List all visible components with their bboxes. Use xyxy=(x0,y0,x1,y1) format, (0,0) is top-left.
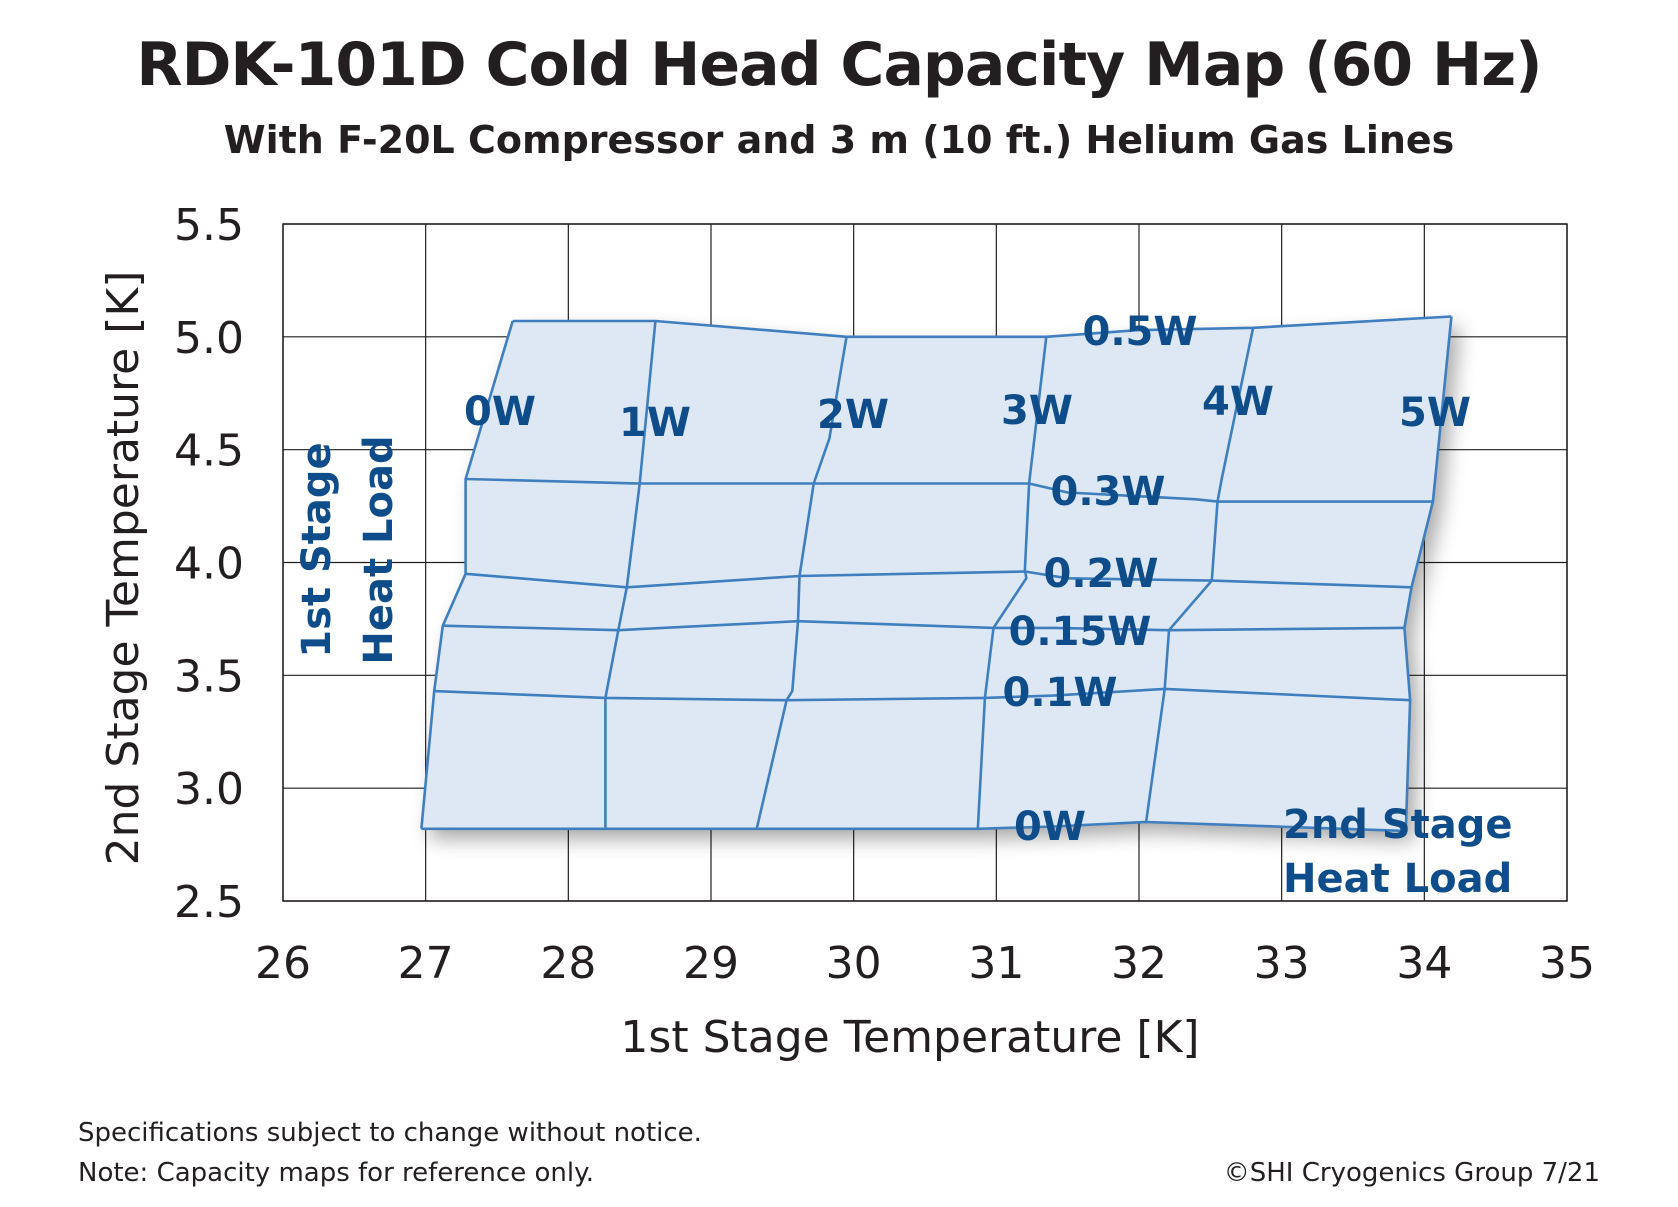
second-stage-line-0-3W xyxy=(465,477,1433,503)
first-stage-line-5W xyxy=(1403,316,1453,832)
y-tick-label: 5.0 xyxy=(174,313,244,364)
plot-layer xyxy=(420,315,1453,833)
footer-note-reference: Note: Capacity maps for reference only. xyxy=(78,1158,595,1188)
x-tick-label: 29 xyxy=(683,938,739,989)
first-stage-line-4W xyxy=(1144,327,1255,823)
first-stage-line-1W xyxy=(604,320,657,829)
first-stage-label-1W: 1W xyxy=(619,400,691,446)
x-axis-label: 1st Stage Temperature [K] xyxy=(620,1012,1199,1063)
first-stage-line-0W xyxy=(420,320,514,829)
x-tick-label: 28 xyxy=(540,938,596,989)
second-stage-label-0-5W: 0.5W xyxy=(1083,309,1198,355)
first-stage-heat-load-label: Heat Load xyxy=(356,435,402,664)
first-stage-label-2W: 2W xyxy=(817,392,889,438)
y-tick-label: 4.0 xyxy=(174,539,244,590)
first-stage-line-3W xyxy=(976,336,1048,829)
second-stage-heat-load-label: Heat Load xyxy=(1283,856,1512,902)
plot-frame xyxy=(282,223,1568,902)
footer-note-specifications: Specifications subject to change without… xyxy=(78,1118,702,1148)
second-stage-label-0-2W: 0.2W xyxy=(1044,551,1159,597)
x-tick-label: 26 xyxy=(255,938,311,989)
second-stage-label-0-15W: 0.15W xyxy=(1009,609,1152,655)
first-stage-label-0W: 0W xyxy=(464,389,536,435)
y-tick-label: 4.5 xyxy=(174,426,244,477)
first-stage-heat-load-label: 1st Stage xyxy=(294,442,340,657)
axis-layer: 1st Stage Temperature [K] 2nd Stage Temp… xyxy=(98,200,1595,1063)
x-tick-label: 34 xyxy=(1396,938,1452,989)
y-tick-label: 2.5 xyxy=(174,877,244,928)
chart-subtitle: With F-20L Compressor and 3 m (10 ft.) H… xyxy=(223,118,1455,162)
label-layer: 0W 1W 2W 3W 4W 5W 0.5W 0.3W 0.2W 0.15W 0.1W 0W 1st S… xyxy=(294,309,1513,902)
second-stage-label-0-3W: 0.3W xyxy=(1051,469,1166,515)
x-tick-label: 35 xyxy=(1539,938,1595,989)
second-stage-heat-load-label: 2nd Stage xyxy=(1283,802,1513,848)
x-tick-label: 27 xyxy=(398,938,454,989)
first-stage-label-3W: 3W xyxy=(1001,388,1073,434)
x-tick-label: 30 xyxy=(826,938,882,989)
first-stage-label-4W: 4W xyxy=(1202,379,1274,425)
second-stage-line-0-5W xyxy=(512,315,1452,339)
y-tick-label: 3.0 xyxy=(174,764,244,815)
y-axis-label: 2nd Stage Temperature [K] xyxy=(98,271,149,866)
chart-title: RDK-101D Cold Head Capacity Map (60 Hz) xyxy=(136,30,1542,100)
y-tick-label: 5.5 xyxy=(174,200,244,251)
second-stage-label-0-1W: 0.1W xyxy=(1003,670,1118,716)
x-tick-label: 31 xyxy=(968,938,1024,989)
footer-copyright: ©SHI Cryogenics Group 7/21 xyxy=(1223,1158,1600,1188)
y-tick-label: 3.5 xyxy=(174,651,244,702)
second-stage-label-0W: 0W xyxy=(1014,804,1086,850)
x-tick-label: 33 xyxy=(1254,938,1310,989)
first-stage-label-5W: 5W xyxy=(1399,390,1471,436)
x-tick-label: 32 xyxy=(1111,938,1167,989)
first-stage-line-2W xyxy=(755,336,848,830)
